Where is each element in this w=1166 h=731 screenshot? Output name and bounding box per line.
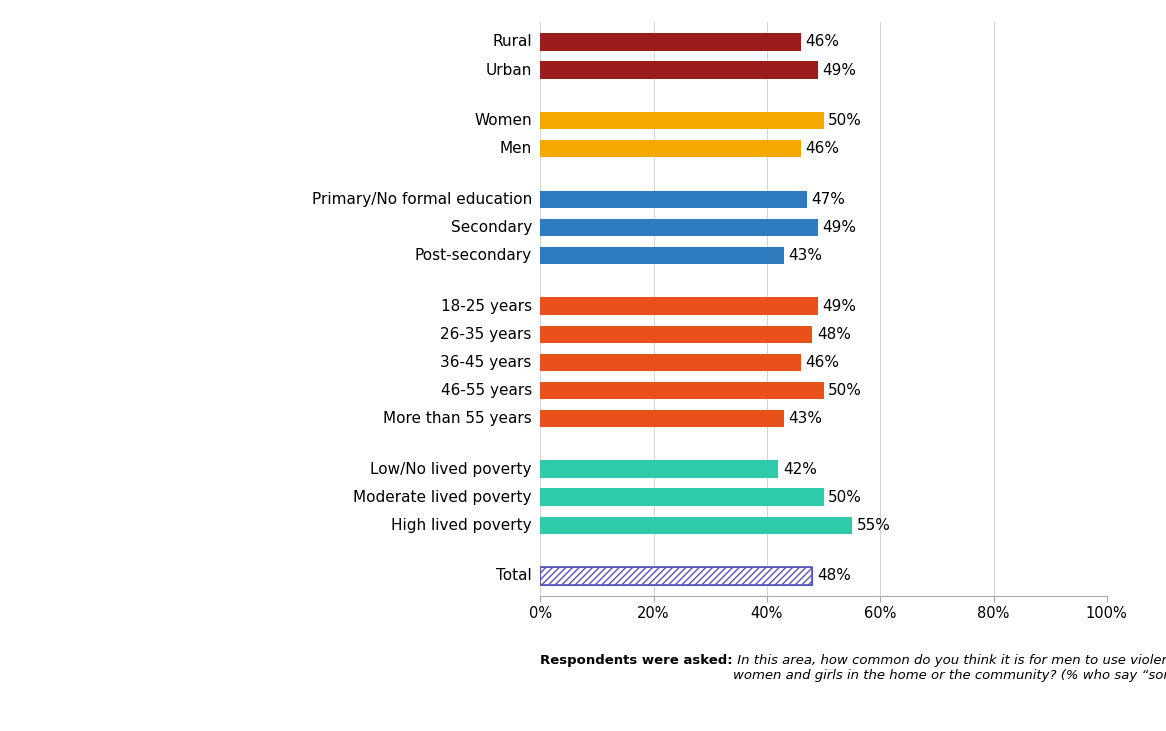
Bar bbox=[540, 325, 813, 343]
Text: 49%: 49% bbox=[822, 220, 856, 235]
Text: Men: Men bbox=[499, 141, 532, 156]
Text: Primary/No formal education: Primary/No formal education bbox=[311, 192, 532, 207]
Text: 46%: 46% bbox=[806, 34, 840, 50]
Text: Urban: Urban bbox=[485, 63, 532, 77]
Text: High lived poverty: High lived poverty bbox=[391, 518, 532, 533]
Bar bbox=[540, 34, 801, 50]
Text: Respondents were asked:: Respondents were asked: bbox=[540, 654, 733, 667]
Bar bbox=[540, 567, 813, 585]
Text: Total: Total bbox=[496, 569, 532, 583]
Text: 48%: 48% bbox=[816, 569, 851, 583]
Text: Low/No lived poverty: Low/No lived poverty bbox=[371, 461, 532, 477]
Text: 49%: 49% bbox=[822, 63, 856, 77]
Text: Post-secondary: Post-secondary bbox=[415, 248, 532, 263]
Text: More than 55 years: More than 55 years bbox=[384, 411, 532, 426]
Text: 18-25 years: 18-25 years bbox=[441, 299, 532, 314]
Bar bbox=[540, 247, 784, 264]
Bar bbox=[540, 382, 823, 399]
Text: 50%: 50% bbox=[828, 383, 862, 398]
Bar bbox=[540, 298, 817, 315]
Text: Rural: Rural bbox=[492, 34, 532, 50]
Text: 42%: 42% bbox=[782, 461, 816, 477]
Bar bbox=[540, 488, 823, 506]
Text: 26-35 years: 26-35 years bbox=[441, 327, 532, 341]
Text: 47%: 47% bbox=[812, 192, 845, 207]
Text: 46%: 46% bbox=[806, 141, 840, 156]
Bar bbox=[540, 61, 817, 79]
Text: 49%: 49% bbox=[822, 299, 856, 314]
Bar bbox=[540, 219, 817, 236]
Text: In this area, how common do you think it is for men to use violence against
wome: In this area, how common do you think it… bbox=[733, 654, 1166, 682]
Text: 43%: 43% bbox=[788, 411, 822, 426]
Text: 43%: 43% bbox=[788, 248, 822, 263]
Bar bbox=[540, 112, 823, 129]
Text: 46%: 46% bbox=[806, 355, 840, 370]
Bar bbox=[540, 354, 801, 371]
Text: 50%: 50% bbox=[828, 113, 862, 128]
Text: 50%: 50% bbox=[828, 490, 862, 504]
Bar bbox=[540, 461, 778, 478]
Text: 46-55 years: 46-55 years bbox=[441, 383, 532, 398]
Text: Secondary: Secondary bbox=[450, 220, 532, 235]
Text: 36-45 years: 36-45 years bbox=[441, 355, 532, 370]
Text: 48%: 48% bbox=[816, 327, 851, 341]
Text: Women: Women bbox=[475, 113, 532, 128]
Bar bbox=[540, 517, 852, 534]
Text: 55%: 55% bbox=[856, 518, 891, 533]
Bar bbox=[540, 567, 813, 585]
Bar bbox=[540, 140, 801, 157]
Bar bbox=[540, 410, 784, 427]
Bar bbox=[540, 191, 807, 208]
Text: Moderate lived poverty: Moderate lived poverty bbox=[353, 490, 532, 504]
